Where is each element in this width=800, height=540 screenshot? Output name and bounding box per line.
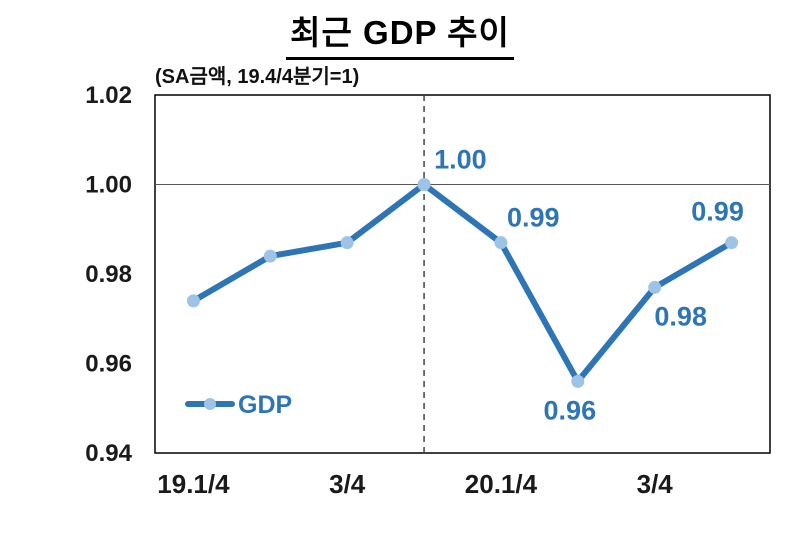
gdp-point [263,249,277,263]
gdp-point [725,236,739,250]
gdp-point [494,236,508,250]
gdp-point [648,280,662,294]
point-label: 0.99 [691,197,744,227]
gdp-line [190,181,735,385]
gdp-point [340,236,354,250]
chart-title-text: 최근 GDP 추이 [286,6,514,60]
x-tick-label: 20.1/4 [465,469,538,499]
y-tick-label: 0.94 [85,440,132,467]
gdp-point [417,178,431,191]
x-tick-label: 19.1/4 [157,469,230,499]
x-tick-label: 3/4 [637,469,674,499]
y-tick-label: 1.00 [85,172,132,199]
plot-border [154,94,771,454]
point-label: 0.98 [654,301,707,331]
gdp-point [186,294,200,308]
y-tick-label: 0.96 [85,351,132,378]
chart-title: 최근 GDP 추이 [0,6,800,60]
chart-subtitle: (SA금액, 19.4/4분기=1) [155,66,360,88]
point-label: 0.96 [544,395,597,425]
point-label: 0.99 [507,203,560,233]
gdp-point [571,374,585,388]
legend-label: GDP [238,391,292,419]
y-tick-label: 1.02 [85,82,132,109]
x-tick-label: 3/4 [329,469,366,499]
point-label: 1.00 [434,145,487,175]
y-tick-label: 0.98 [85,261,132,288]
legend-marker-icon [204,398,216,410]
